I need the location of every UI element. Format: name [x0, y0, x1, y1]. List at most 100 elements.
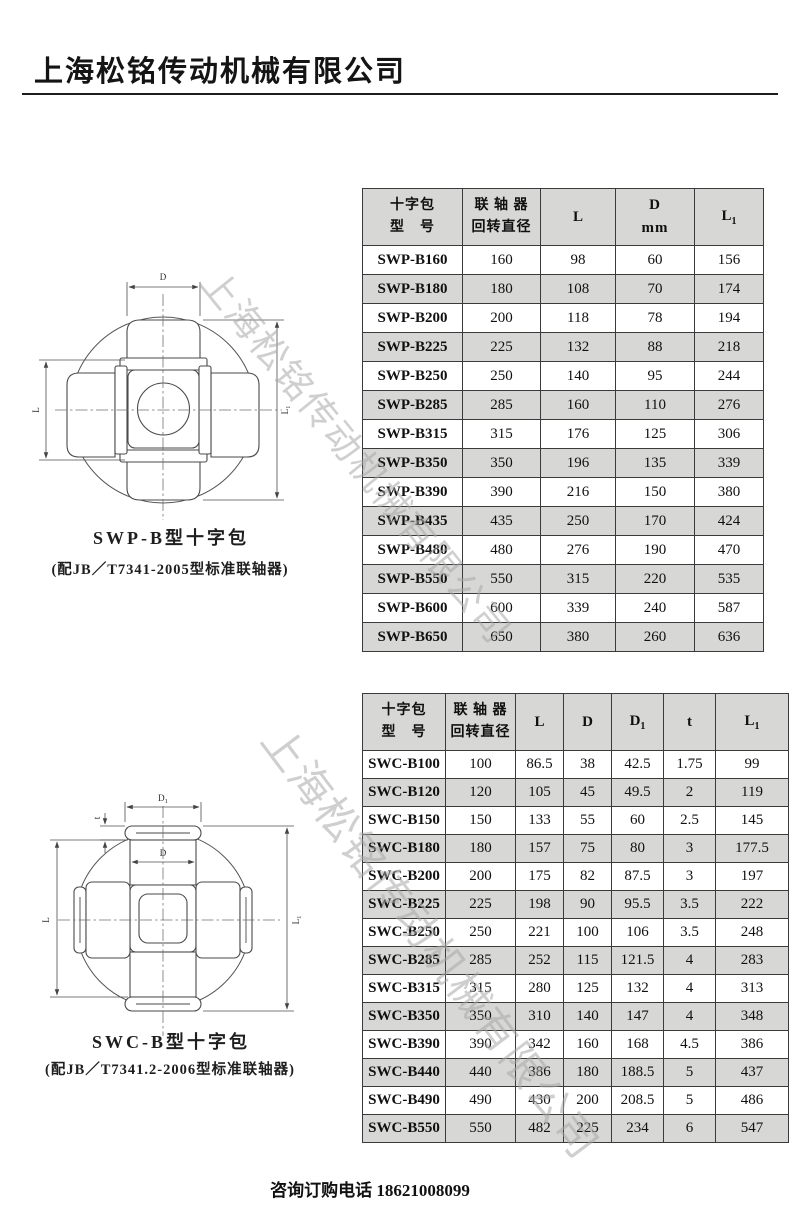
value-cell: 160 — [462, 245, 541, 275]
value-cell: 95 — [615, 361, 695, 391]
model-cell: SWC-B440 — [362, 1058, 446, 1087]
value-cell: 390 — [462, 477, 541, 507]
value-cell: 60 — [611, 806, 664, 835]
dim-label-l1: L1 — [291, 916, 303, 925]
value-cell: 306 — [694, 419, 764, 449]
table-row: SWC-B285 285 252 115 121.5 4 283 — [362, 946, 789, 975]
value-cell: 174 — [694, 274, 764, 304]
table-row: SWP-B650 650 380 260 636 — [362, 622, 764, 652]
value-cell: 4 — [663, 1002, 716, 1031]
table-row: SWP-B315 315 176 125 306 — [362, 419, 764, 449]
value-cell: 490 — [445, 1086, 516, 1115]
table-row: SWC-B390 390 342 160 168 4.5 386 — [362, 1030, 789, 1059]
value-cell: 547 — [715, 1114, 789, 1143]
table-row: SWP-B390 390 216 150 380 — [362, 477, 764, 507]
dim-label-d1: D1 — [158, 793, 168, 805]
table-row: SWP-B350 350 196 135 339 — [362, 448, 764, 478]
value-cell: 115 — [563, 946, 612, 975]
dim-label-l1: L1 — [280, 406, 292, 415]
value-cell: 196 — [540, 448, 616, 478]
model-cell: SWC-B120 — [362, 778, 446, 807]
table-row: SWC-B315 315 280 125 132 4 313 — [362, 974, 789, 1003]
value-cell: 216 — [540, 477, 616, 507]
value-cell: 108 — [540, 274, 616, 304]
table-row: SWP-B200 200 118 78 194 — [362, 303, 764, 333]
value-cell: 339 — [694, 448, 764, 478]
value-cell: 160 — [563, 1030, 612, 1059]
dimension-D1: D1 — [124, 793, 202, 822]
value-cell: 424 — [694, 506, 764, 536]
table-row: SWC-B250 250 221 100 106 3.5 248 — [362, 918, 789, 947]
swp-caption: SWP-B型十字包 — [92, 528, 249, 548]
value-cell: 80 — [611, 834, 664, 863]
value-cell: 430 — [515, 1086, 564, 1115]
value-cell: 348 — [715, 1002, 789, 1031]
value-cell: 1.75 — [663, 750, 716, 779]
value-cell: 280 — [515, 974, 564, 1003]
value-cell: 3 — [663, 834, 716, 863]
model-cell: SWC-B225 — [362, 890, 446, 919]
value-cell: 600 — [462, 593, 541, 623]
value-cell: 99 — [715, 750, 789, 779]
value-cell: 147 — [611, 1002, 664, 1031]
value-cell: 221 — [515, 918, 564, 947]
value-cell: 125 — [615, 419, 695, 449]
value-cell: 38 — [563, 750, 612, 779]
header-L: L — [540, 188, 616, 246]
value-cell: 339 — [540, 593, 616, 623]
table-row: SWC-B120 120 105 45 49.5 2 119 — [362, 778, 789, 807]
value-cell: 140 — [563, 1002, 612, 1031]
model-cell: SWP-B390 — [362, 477, 463, 507]
value-cell: 3.5 — [663, 918, 716, 947]
value-cell: 250 — [445, 918, 516, 947]
value-cell: 176 — [540, 419, 616, 449]
value-cell: 550 — [462, 564, 541, 594]
company-title: 上海松铭传动机械有限公司 — [34, 56, 407, 88]
value-cell: 315 — [540, 564, 616, 594]
header-model: 十字包型 号 — [362, 188, 463, 246]
dim-label-l: L — [41, 917, 51, 923]
value-cell: 133 — [515, 806, 564, 835]
value-cell: 437 — [715, 1058, 789, 1087]
value-cell: 194 — [694, 303, 764, 333]
value-cell: 100 — [563, 918, 612, 947]
model-cell: SWC-B315 — [362, 974, 446, 1003]
value-cell: 5 — [663, 1086, 716, 1115]
model-cell: SWP-B180 — [362, 274, 463, 304]
table-row: SWP-B225 225 132 88 218 — [362, 332, 764, 362]
dimension-L1: L1 — [203, 319, 292, 501]
header-t: t — [663, 693, 716, 751]
value-cell: 285 — [462, 390, 541, 420]
table-row: SWC-B350 350 310 140 147 4 348 — [362, 1002, 789, 1031]
value-cell: 6 — [663, 1114, 716, 1143]
value-cell: 315 — [462, 419, 541, 449]
value-cell: 386 — [715, 1030, 789, 1059]
value-cell: 55 — [563, 806, 612, 835]
value-cell: 98 — [540, 245, 616, 275]
dimension-L: L — [41, 839, 128, 998]
model-cell: SWC-B200 — [362, 862, 446, 891]
swc-dimension-table: 十字包型 号 联 轴 器回转直径 L D D1 t L1 SWC-B100 100… — [362, 693, 789, 1143]
model-cell: SWC-B180 — [362, 834, 446, 863]
model-cell: SWP-B285 — [362, 390, 463, 420]
swc-caption: SWC-B型十字包 — [91, 1032, 250, 1052]
model-cell: SWP-B435 — [362, 506, 463, 536]
value-cell: 470 — [694, 535, 764, 565]
value-cell: 313 — [715, 974, 789, 1003]
value-cell: 220 — [615, 564, 695, 594]
model-cell: SWP-B600 — [362, 593, 463, 623]
value-cell: 140 — [540, 361, 616, 391]
contact-phone: 咨询订购电话 18621008099 — [270, 1181, 470, 1200]
value-cell: 170 — [615, 506, 695, 536]
header-L: L — [515, 693, 564, 751]
model-cell: SWP-B160 — [362, 245, 463, 275]
table-row: SWP-B160 160 98 60 156 — [362, 245, 764, 275]
value-cell: 4.5 — [663, 1030, 716, 1059]
table-row: SWP-B600 600 339 240 587 — [362, 593, 764, 623]
dimension-D: D — [131, 848, 195, 865]
header-D: D — [563, 693, 612, 751]
value-cell: 5 — [663, 1058, 716, 1087]
value-cell: 110 — [615, 390, 695, 420]
dimension-t: t — [92, 813, 125, 853]
value-cell: 156 — [694, 245, 764, 275]
